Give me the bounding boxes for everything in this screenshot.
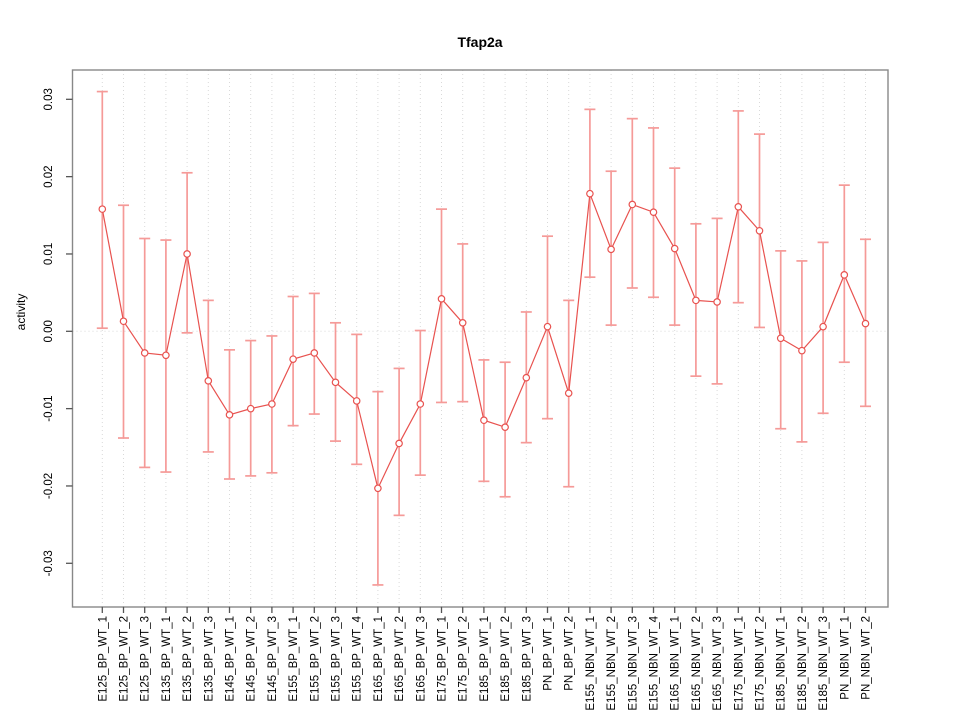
data-point <box>607 245 615 254</box>
data-point <box>564 389 573 397</box>
data-point <box>140 349 149 357</box>
data-point <box>819 322 827 331</box>
data-point <box>798 346 806 355</box>
x-tick-label: E135_BP_WT_2 <box>182 616 194 702</box>
x-tick-label: E125_BP_WT_3 <box>140 616 152 702</box>
y-tick-label: 0.01 <box>43 243 55 265</box>
data-point <box>374 484 382 493</box>
x-tick-label: E185_NBN_WT_1 <box>776 616 788 711</box>
x-tick-label: E145_BP_WT_1 <box>225 616 237 702</box>
data-point <box>692 296 700 305</box>
plot-area: -0.03 -0.02 -0.01 0.00 0.01 0.02 0.03 E125_BP_W… <box>43 69 889 711</box>
y-tick-label: 0.00 <box>43 320 55 342</box>
y-tick-label: 0.02 <box>43 165 55 187</box>
x-tick-label: E165_BP_WT_2 <box>394 616 406 702</box>
data-point <box>310 349 319 357</box>
data-point <box>395 439 403 448</box>
x-tick-label: E165_BP_WT_3 <box>415 616 427 702</box>
x-tick-label: PN_BP_WT_1 <box>543 616 555 691</box>
x-tick-label: E125_BP_WT_2 <box>119 616 131 702</box>
data-point <box>268 400 276 408</box>
data-point <box>183 250 191 258</box>
data-point <box>734 202 743 211</box>
data-point <box>628 200 637 209</box>
x-tick-label: PN_NBN_WT_2 <box>861 616 873 700</box>
x-tick-label: E155_NBN_WT_1 <box>585 616 597 711</box>
data-point <box>480 416 488 425</box>
data-point <box>119 317 128 326</box>
x-tick-label: E155_BP_WT_2 <box>309 616 321 702</box>
data-point <box>649 208 658 217</box>
x-tick-label: E155_NBN_WT_2 <box>606 616 618 711</box>
x-tick-label: E155_NBN_WT_3 <box>627 616 639 711</box>
data-point <box>204 376 213 385</box>
data-point <box>416 400 425 408</box>
x-tick-label: E145_BP_WT_2 <box>246 616 258 702</box>
x-tick-label: E165_NBN_WT_3 <box>712 616 724 711</box>
data-point <box>861 319 870 328</box>
chart-title: Tfap2a <box>457 34 502 50</box>
x-tick-label: E165_NBN_WT_2 <box>691 616 703 711</box>
data-point <box>755 226 764 235</box>
x-tick-label: E185_NBN_WT_2 <box>797 616 809 711</box>
x-tick-label: E135_BP_WT_3 <box>203 616 215 702</box>
data-point <box>225 411 234 419</box>
x-tick-label: E175_NBN_WT_1 <box>733 616 745 711</box>
y-axis-label: activity <box>14 294 28 331</box>
data-point <box>713 298 721 306</box>
data-point <box>840 271 849 279</box>
data-point <box>522 373 531 382</box>
y-tick-label: -0.02 <box>43 473 55 499</box>
x-tick-label: E185_NBN_WT_3 <box>818 616 830 711</box>
x-tick-label: E135_BP_WT_1 <box>161 616 173 702</box>
data-point <box>586 189 594 198</box>
x-tick-label: E165_BP_WT_1 <box>373 616 385 702</box>
x-tick-label: E155_BP_WT_4 <box>352 615 364 701</box>
x-tick-label: PN_BP_WT_2 <box>564 616 576 691</box>
x-tick-label: E155_BP_WT_3 <box>331 616 343 702</box>
x-tick-label: E165_NBN_WT_1 <box>670 616 682 711</box>
data-point <box>352 397 361 405</box>
x-tick-label: E155_NBN_WT_4 <box>649 615 661 710</box>
y-tick-label: -0.01 <box>43 396 55 422</box>
x-tick-label: E175_BP_WT_2 <box>458 616 470 702</box>
x-tick-label: E145_BP_WT_3 <box>267 616 279 702</box>
x-tick-label: E185_BP_WT_1 <box>479 616 491 702</box>
x-tick-label: E155_BP_WT_1 <box>288 616 300 702</box>
x-tick-label: E185_BP_WT_2 <box>500 616 512 702</box>
data-point <box>776 334 785 343</box>
x-tick-label: PN_NBN_WT_1 <box>839 616 851 700</box>
data-point <box>246 404 255 413</box>
data-point <box>501 423 509 431</box>
data-point <box>331 378 340 387</box>
data-point <box>437 295 446 303</box>
data-point <box>670 244 679 253</box>
data-point <box>98 205 107 213</box>
x-tick-label: E175_BP_WT_1 <box>437 616 449 702</box>
x-tick-label: E125_BP_WT_1 <box>97 616 109 702</box>
y-tick-label: -0.03 <box>43 550 55 576</box>
x-tick-label: E185_BP_WT_3 <box>521 616 533 702</box>
plot-border <box>71 69 889 608</box>
data-point <box>289 355 297 363</box>
data-point <box>458 318 467 327</box>
data-point <box>162 351 170 360</box>
x-tick-label: E175_NBN_WT_2 <box>755 616 767 711</box>
data-point <box>543 322 552 331</box>
y-tick-label: 0.03 <box>43 88 55 110</box>
